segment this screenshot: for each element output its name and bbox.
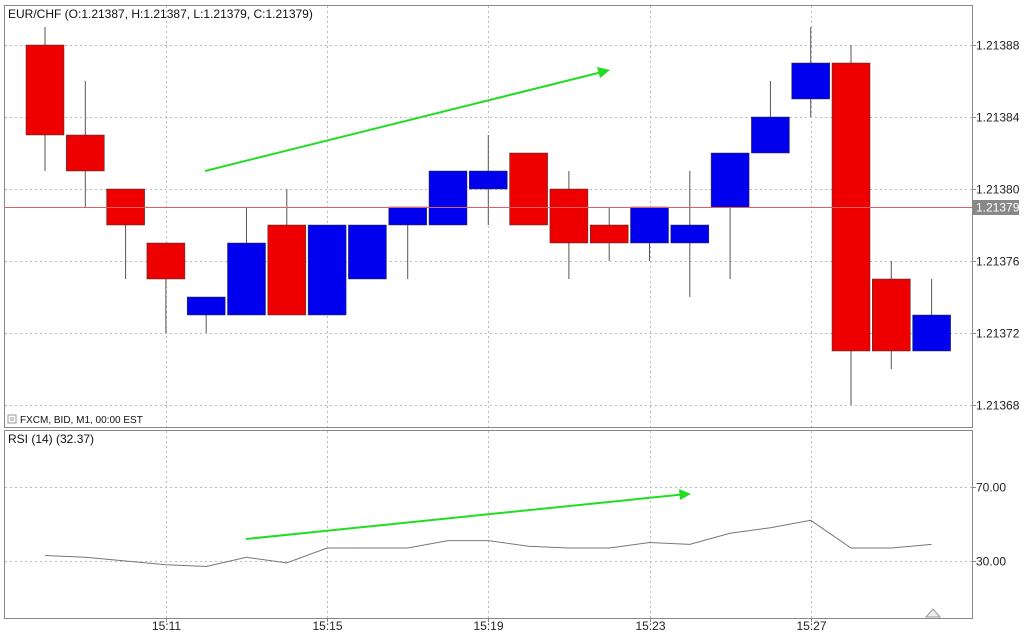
candle-body-bull (227, 242, 266, 316)
candle (307, 224, 347, 316)
rsi-axis: 30.00 70.00 (972, 481, 1006, 569)
candle-body-bear (66, 134, 105, 172)
candle (912, 279, 951, 352)
rsi-line (44, 519, 932, 568)
time-tick-label: 15:27 (796, 619, 826, 633)
current-price-label: 1.21379 (976, 201, 1020, 215)
candle (751, 81, 790, 154)
candle-body-bull (388, 206, 427, 226)
rsi-grid (5, 431, 972, 618)
candle-body-bull (186, 296, 226, 316)
time-tick-label: 15:23 (635, 619, 665, 633)
candle-body-bull (791, 62, 830, 100)
candle-body-bull (670, 224, 710, 244)
candle (469, 135, 508, 225)
symbol-ohlc-title: EUR/CHF (O:1.21387, H:1.21387, L:1.21379… (8, 7, 313, 21)
price-tick-label: 1.21384 (976, 111, 1020, 125)
expand-triangle-icon[interactable] (924, 608, 942, 618)
price-trend-arrow (204, 67, 610, 172)
price-tick-label: 1.21380 (976, 183, 1020, 197)
candle (348, 224, 387, 280)
feed-info-label: FXCM, BID, M1, 00:00 EST (20, 415, 143, 426)
candle (791, 27, 830, 117)
current-price-badge (973, 200, 1019, 215)
time-tick-label: 15:19 (473, 619, 503, 633)
candle-body-bull (348, 224, 387, 280)
price-tick-label: 1.21372 (976, 327, 1020, 341)
feed-icon (7, 414, 17, 424)
candle (267, 189, 307, 316)
candle (831, 45, 871, 405)
candle-body-bear (549, 188, 589, 244)
candle (630, 206, 669, 261)
candle (227, 207, 266, 316)
candle-body-bull (710, 152, 750, 208)
candle (509, 152, 548, 226)
candle (670, 171, 710, 297)
rsi-indicator-label: RSI (14) (32.37) (8, 432, 94, 446)
candle-body-bull (469, 170, 508, 190)
candle (428, 170, 468, 226)
rsi-panel-frame (4, 430, 973, 619)
price-tick-label: 1.21368 (976, 399, 1020, 413)
candle (589, 207, 629, 261)
price-axis: 1.21368 1.21372 1.21376 1.21380 1.21384 1.213… (972, 39, 1020, 413)
candle-body-bull (307, 224, 347, 316)
candle-body-bull (428, 170, 468, 226)
candle-body-bear (267, 224, 307, 316)
candle (710, 152, 750, 279)
price-tick-label: 1.21376 (976, 255, 1020, 269)
candle (549, 171, 589, 279)
candle-body-bear (25, 44, 65, 136)
time-tick-label: 15:15 (312, 619, 342, 633)
time-axis: 15:11 15:15 15:19 15:23 15:27 (152, 618, 827, 633)
candle-body-bull (751, 116, 790, 154)
price-tick-label: 1.21388 (976, 39, 1020, 53)
candle-body-bear (509, 152, 548, 226)
candle (25, 27, 65, 171)
candle (186, 296, 226, 333)
candle-body-bear (146, 242, 186, 280)
candle-body-bear (589, 224, 629, 244)
rsi-trend-arrow (245, 489, 691, 540)
candle-body-bull (630, 206, 669, 244)
candle (146, 242, 186, 333)
candle (872, 261, 911, 369)
candle-body-bear (872, 278, 911, 352)
time-tick-label: 15:11 (152, 619, 181, 633)
candle-body-bull (912, 314, 951, 352)
rsi-tick-label: 30.00 (976, 555, 1006, 569)
rsi-tick-label: 70.00 (976, 481, 1006, 495)
candle (66, 81, 105, 207)
